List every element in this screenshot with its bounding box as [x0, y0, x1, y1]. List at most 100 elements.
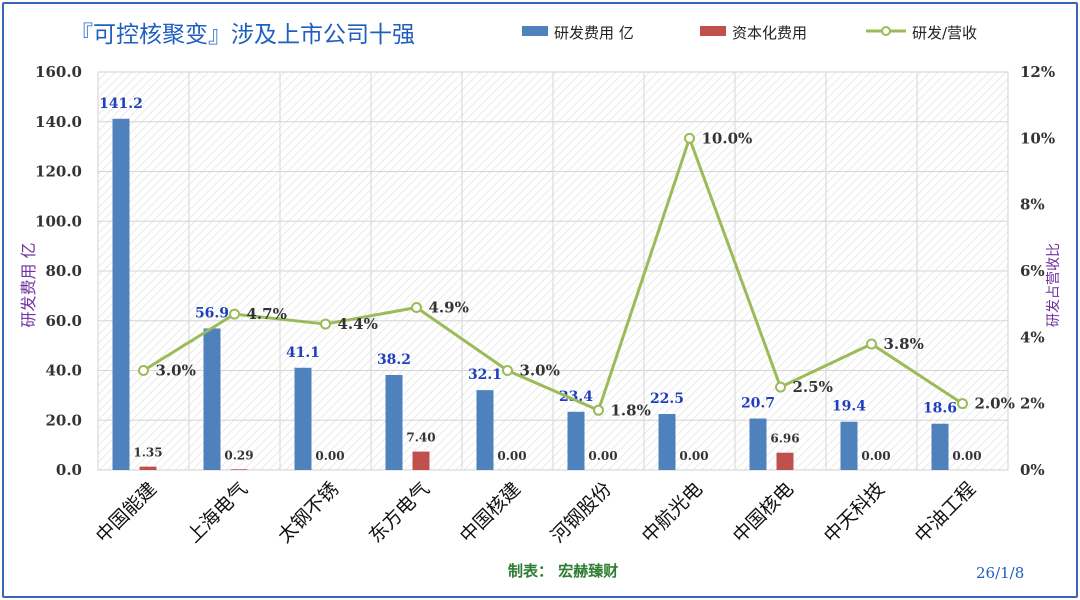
y-tick-label: 0.0: [56, 461, 82, 479]
y2-tick-label: 0%: [1020, 461, 1045, 479]
y-tick-label: 40.0: [45, 362, 82, 380]
x-tick-label: 太钢不锈: [274, 478, 343, 547]
rd-expense-label: 20.7: [741, 396, 775, 412]
horizontal-gridlines: [98, 121, 1008, 421]
capitalized-label: 7.40: [406, 431, 435, 445]
x-tick-label: 东方电气: [365, 478, 434, 547]
y-tick-label: 160.0: [35, 63, 82, 81]
rd-expense-label: 141.2: [99, 96, 143, 112]
x-tick-label: 中国核电: [729, 478, 798, 547]
ratio-label: 10.0%: [702, 129, 753, 147]
y2-axis-ticks: 0% 2% 4% 6% 8% 10% 12%: [1020, 63, 1055, 479]
capitalized-bar: [776, 452, 794, 470]
ratio-point: [138, 365, 149, 376]
ratio-label: 2.5%: [793, 378, 833, 396]
rd-expense-bar: [749, 418, 767, 470]
capitalized-bars: 1.35 0.29 0.00 7.40 0.00 0.00 0.00 6.96 0.00 0.00: [133, 431, 982, 470]
x-tick-label: 上海电气: [183, 478, 252, 547]
y2-tick-label: 6%: [1020, 262, 1045, 280]
chart-title: 『可控核聚变』涉及上市公司十强: [70, 22, 415, 48]
y-tick-label: 140.0: [35, 113, 82, 131]
legend-swatch-rd-expense: [522, 26, 548, 36]
capitalized-bar: [230, 469, 248, 470]
ratio-label: 3.8%: [884, 335, 924, 353]
capitalized-bar: [412, 451, 430, 470]
capitalized-label: 0.00: [497, 449, 526, 463]
rd-expense-label: 32.1: [468, 367, 502, 383]
ratio-label: 1.8%: [611, 401, 651, 419]
y-tick-label: 60.0: [45, 312, 82, 330]
ratio-point: [229, 308, 240, 320]
capitalized-label: 0.00: [679, 449, 708, 463]
x-tick-label: 中天科技: [820, 478, 889, 547]
x-tick-label: 中国能建: [92, 478, 161, 547]
ratio-series-line: [142, 136, 964, 412]
legend-label-rd-expense: 研发费用 亿: [554, 24, 634, 42]
ratio-label: 4.7%: [247, 305, 287, 323]
ratio-point: [502, 365, 513, 376]
rd-expense-bar: [112, 118, 130, 470]
ratio-label: 3.0%: [520, 362, 560, 380]
ratio-label: 3.0%: [156, 362, 196, 380]
capitalized-label: 0.29: [224, 448, 253, 462]
capitalized-label: 0.00: [952, 449, 981, 463]
rd-expense-bar: [294, 367, 312, 470]
rd-expense-label: 41.1: [286, 345, 320, 361]
rd-expense-label: 56.9: [195, 305, 229, 321]
y-axis-title: 研发费用 亿: [19, 242, 38, 327]
legend-marker-ratio: [881, 26, 891, 36]
ratio-label: 4.9%: [429, 298, 469, 316]
y2-tick-label: 12%: [1020, 63, 1055, 81]
capitalized-bar: [139, 466, 157, 470]
x-tick-label: 中国核建: [456, 478, 525, 547]
y2-tick-label: 4%: [1020, 328, 1045, 346]
x-tick-label: 中航光电: [638, 478, 707, 547]
ratio-point: [775, 381, 786, 393]
ratio-point: [684, 132, 695, 144]
x-tick-label: 河钢股份: [547, 478, 616, 547]
y-axis-ticks: 0.0 20.0 40.0 60.0 80.0 100.0 120.0 140.0 160.0: [35, 63, 82, 479]
capitalized-label: 0.00: [315, 449, 344, 463]
ratio-line: 3.0% 4.7% 4.4% 4.9% 3.0% 1.8% 10.0% 2.5% 3.8% 2.0…: [138, 129, 1015, 419]
rd-expense-label: 18.6: [923, 401, 957, 417]
x-tick-label: 中油工程: [911, 478, 980, 547]
rd-expense-label: 38.2: [377, 352, 411, 368]
y-tick-label: 100.0: [35, 212, 82, 230]
rd-expense-bar: [840, 421, 858, 470]
rd-expense-bars: 141.2 56.9 41.1 38.2 32.1 23.4 22.5 20.7 19.4 18.…: [99, 96, 957, 470]
rd-expense-label: 22.5: [650, 391, 684, 407]
ratio-label: 4.4%: [338, 315, 378, 333]
rd-expense-label: 19.4: [832, 399, 866, 415]
rd-expense-bar: [658, 414, 676, 470]
rd-expense-bar: [203, 328, 221, 470]
y2-tick-label: 8%: [1020, 196, 1045, 214]
rd-expense-bar: [385, 374, 403, 470]
ratio-point: [320, 318, 331, 330]
x-axis-ticks: 中国能建 上海电气 太钢不锈 东方电气 中国核建 河钢股份 中航光电 中国核电 中天科技 中油工程: [92, 478, 980, 547]
footer-credit: 制表： 宏赫臻财: [508, 562, 618, 580]
legend: 研发费用 亿 资本化费用 研发/营收: [522, 24, 977, 42]
ratio-point: [957, 398, 968, 410]
y-tick-label: 80.0: [45, 262, 82, 280]
footer-date: 26/1/8: [976, 564, 1024, 582]
ratio-point: [411, 301, 422, 313]
legend-label-capitalized: 资本化费用: [732, 24, 807, 42]
ratio-label: 2.0%: [975, 395, 1015, 413]
y-tick-label: 120.0: [35, 163, 82, 181]
y2-axis-title: 研发占营收比: [1046, 243, 1062, 327]
y2-tick-label: 2%: [1020, 395, 1045, 413]
legend-label-ratio: 研发/营收: [912, 24, 977, 42]
capitalized-label: 0.00: [861, 449, 890, 463]
ratio-point: [866, 338, 877, 350]
rd-expense-label: 23.4: [559, 389, 593, 405]
capitalized-label: 6.96: [770, 432, 799, 446]
rd-expense-bar: [476, 390, 494, 470]
legend-swatch-capitalized: [700, 26, 726, 36]
y-tick-label: 20.0: [45, 411, 82, 429]
rd-expense-bar: [931, 423, 949, 470]
capitalized-label: 1.35: [133, 446, 162, 460]
rd-expense-bar: [567, 411, 585, 470]
capitalized-label: 0.00: [588, 449, 617, 463]
y2-tick-label: 10%: [1020, 129, 1055, 147]
